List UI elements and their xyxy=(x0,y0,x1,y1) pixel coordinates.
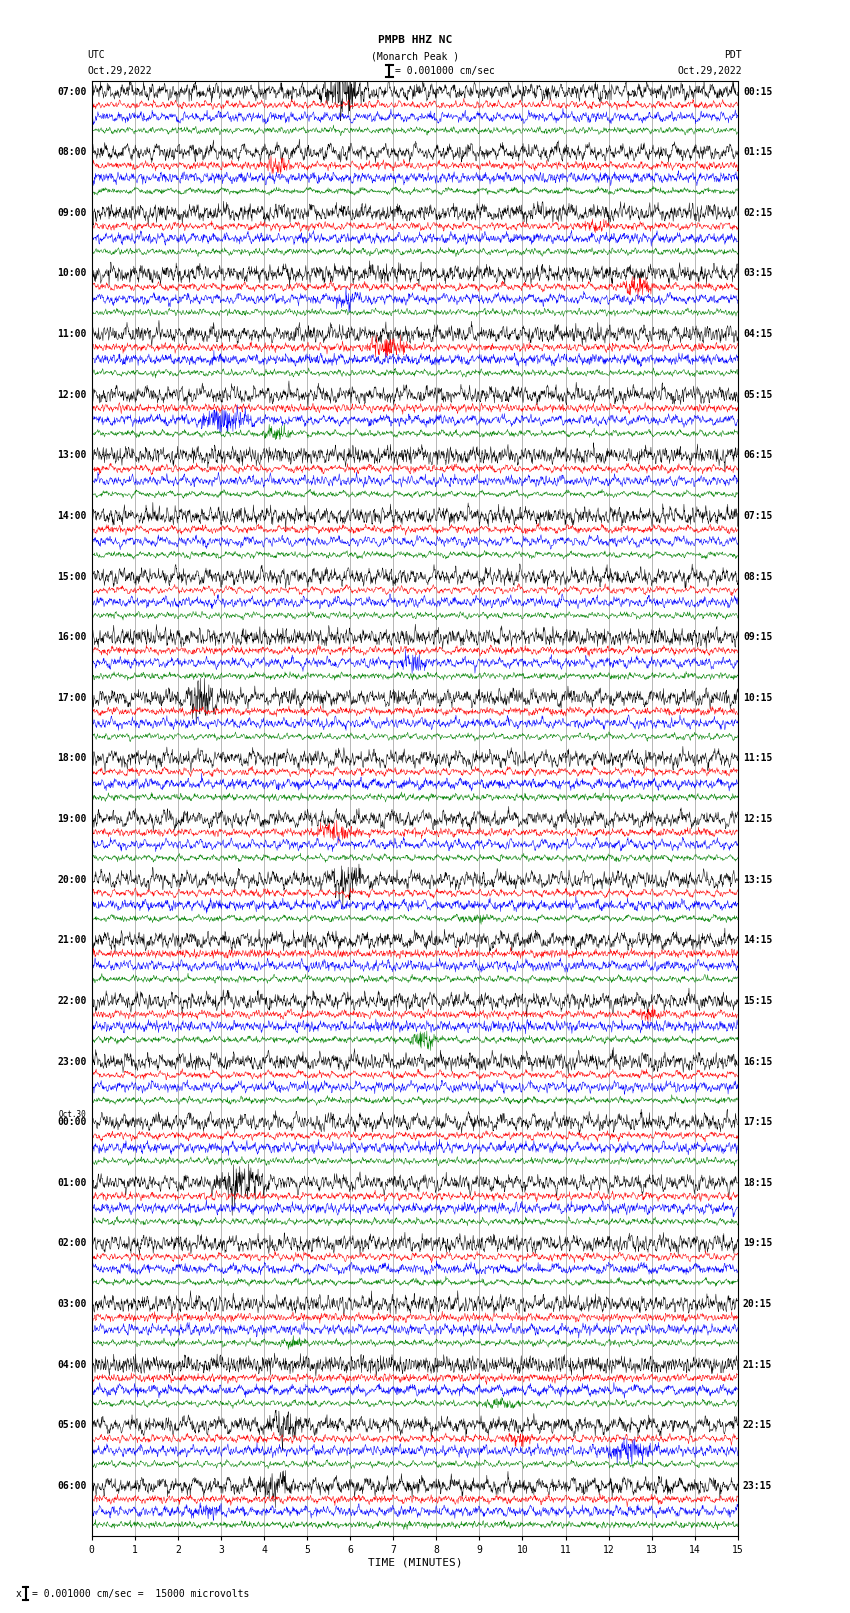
Text: 06:00: 06:00 xyxy=(57,1481,87,1490)
Text: (Monarch Peak ): (Monarch Peak ) xyxy=(371,52,459,61)
Text: 04:00: 04:00 xyxy=(57,1360,87,1369)
Text: Oct.30: Oct.30 xyxy=(59,1110,87,1119)
Text: 02:00: 02:00 xyxy=(57,1239,87,1248)
Text: 02:15: 02:15 xyxy=(743,208,773,218)
Text: 19:15: 19:15 xyxy=(743,1239,773,1248)
Text: 01:00: 01:00 xyxy=(57,1177,87,1187)
Text: 07:00: 07:00 xyxy=(57,87,87,97)
Text: 04:15: 04:15 xyxy=(743,329,773,339)
Text: 13:00: 13:00 xyxy=(57,450,87,460)
Text: 22:00: 22:00 xyxy=(57,995,87,1007)
Text: PDT: PDT xyxy=(724,50,742,60)
Text: 03:15: 03:15 xyxy=(743,268,773,279)
Text: 05:15: 05:15 xyxy=(743,390,773,400)
Text: 19:00: 19:00 xyxy=(57,815,87,824)
Text: 11:15: 11:15 xyxy=(743,753,773,763)
Text: 23:15: 23:15 xyxy=(743,1481,773,1490)
Text: 09:15: 09:15 xyxy=(743,632,773,642)
Text: 23:00: 23:00 xyxy=(57,1057,87,1066)
Text: 11:00: 11:00 xyxy=(57,329,87,339)
Text: PMPB HHZ NC: PMPB HHZ NC xyxy=(377,35,452,45)
Text: UTC: UTC xyxy=(88,50,105,60)
Text: 15:00: 15:00 xyxy=(57,571,87,582)
Text: 00:00: 00:00 xyxy=(57,1118,87,1127)
Text: 20:00: 20:00 xyxy=(57,874,87,884)
Text: 01:15: 01:15 xyxy=(743,147,773,156)
Text: 18:00: 18:00 xyxy=(57,753,87,763)
Text: Oct.29,2022: Oct.29,2022 xyxy=(677,66,742,76)
Text: 16:15: 16:15 xyxy=(743,1057,773,1066)
Text: 17:15: 17:15 xyxy=(743,1118,773,1127)
Text: 03:00: 03:00 xyxy=(57,1298,87,1310)
Text: 12:00: 12:00 xyxy=(57,390,87,400)
Text: 12:15: 12:15 xyxy=(743,815,773,824)
Text: 07:15: 07:15 xyxy=(743,511,773,521)
Text: 08:15: 08:15 xyxy=(743,571,773,582)
Text: = 0.001000 cm/sec =  15000 microvolts: = 0.001000 cm/sec = 15000 microvolts xyxy=(32,1589,250,1598)
Text: x: x xyxy=(15,1589,21,1598)
Text: 06:15: 06:15 xyxy=(743,450,773,460)
Text: 05:00: 05:00 xyxy=(57,1419,87,1431)
Text: 13:15: 13:15 xyxy=(743,874,773,884)
Text: 18:15: 18:15 xyxy=(743,1177,773,1187)
Text: 21:00: 21:00 xyxy=(57,936,87,945)
Text: 20:15: 20:15 xyxy=(743,1298,773,1310)
Text: 09:00: 09:00 xyxy=(57,208,87,218)
Text: 08:00: 08:00 xyxy=(57,147,87,156)
Text: 10:00: 10:00 xyxy=(57,268,87,279)
Text: 17:00: 17:00 xyxy=(57,692,87,703)
Text: 16:00: 16:00 xyxy=(57,632,87,642)
Text: 21:15: 21:15 xyxy=(743,1360,773,1369)
Text: Oct.29,2022: Oct.29,2022 xyxy=(88,66,152,76)
Text: 14:15: 14:15 xyxy=(743,936,773,945)
Text: 00:15: 00:15 xyxy=(743,87,773,97)
Text: = 0.001000 cm/sec: = 0.001000 cm/sec xyxy=(395,66,495,76)
Text: 22:15: 22:15 xyxy=(743,1419,773,1431)
Text: 14:00: 14:00 xyxy=(57,511,87,521)
Text: 10:15: 10:15 xyxy=(743,692,773,703)
Text: 15:15: 15:15 xyxy=(743,995,773,1007)
X-axis label: TIME (MINUTES): TIME (MINUTES) xyxy=(367,1558,462,1568)
